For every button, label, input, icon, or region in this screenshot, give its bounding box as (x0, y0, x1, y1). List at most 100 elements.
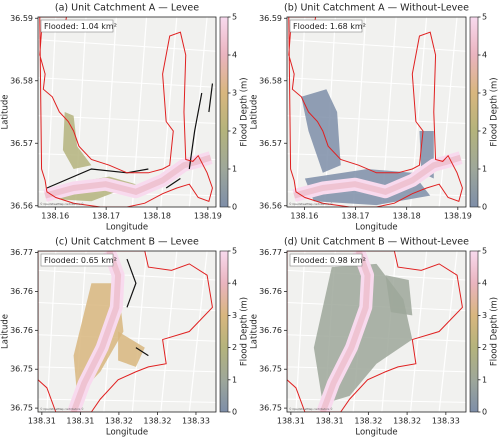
y-tick-label: 36.75 (10, 404, 33, 413)
road (46, 251, 57, 412)
annotation: Flooded: 0.98 km² (293, 256, 366, 265)
panel-title: (b) Unit Catchment A — Without-Levee (284, 3, 469, 14)
road (38, 269, 216, 281)
map-panel: Flooded: 1.68 km² © OpenStreetMap contrib… (250, 3, 500, 233)
y-tick-label: 36.76 (259, 326, 282, 335)
x-axis-label: Longitude (355, 223, 397, 233)
axes-frame (286, 16, 467, 208)
colorbar-tick-label: 0 (482, 408, 487, 417)
x-tick-label: 138.33 (432, 417, 460, 426)
levee (208, 83, 214, 113)
road (287, 39, 466, 52)
colorbar (219, 250, 229, 413)
catchment-boundary (39, 17, 213, 207)
colorbar-tick-label: 1 (232, 375, 237, 384)
map-panel: Flooded: 0.65 km² © OpenStreetMap contrib… (1, 237, 250, 438)
x-tick-label: 138.18 (143, 212, 171, 221)
levee (126, 258, 137, 308)
x-tick-label: 138.16 (41, 212, 69, 221)
catchment-boundary (38, 251, 213, 412)
y-tick-label: 36.75 (259, 404, 282, 413)
colorbar-tick-label: 1 (482, 165, 487, 174)
road (38, 39, 216, 52)
colorbar-tick-label: 5 (482, 13, 487, 22)
colorbar-label: Flood Depth (m) (490, 77, 500, 146)
road (38, 77, 216, 88)
river-core (293, 154, 462, 199)
x-tick-label: 138.32 (393, 417, 421, 426)
attribution: © OpenStreetMap contributors © (289, 407, 333, 411)
colorbar-tick-label: 0 (482, 203, 487, 212)
basemap (38, 251, 216, 412)
levee (188, 92, 203, 170)
x-tick-label: 138.31 (316, 417, 344, 426)
colorbar-tick-label: 4 (482, 51, 487, 60)
road (438, 17, 458, 207)
y-tick-label: 36.76 (10, 287, 33, 296)
y-tick-label: 36.59 (259, 14, 282, 23)
x-tick-label: 138.16 (290, 212, 318, 221)
colorbar-tick-label: 1 (482, 375, 487, 384)
x-axis-label: Longitude (106, 428, 148, 438)
road (287, 77, 466, 88)
flood-area (62, 112, 92, 169)
x-tick-label: 138.31 (277, 417, 305, 426)
y-tick-label: 36.59 (10, 14, 33, 23)
colorbar-tick-label: 2 (482, 343, 487, 352)
river-core (319, 251, 371, 412)
map-content (38, 17, 216, 207)
annotation-box (40, 19, 114, 33)
colorbar-tick-label: 2 (232, 343, 237, 352)
y-axis-label: Latitude (250, 314, 260, 349)
colorbar (469, 16, 479, 208)
x-axis-label: Longitude (355, 428, 397, 438)
annotation-box (289, 253, 363, 267)
y-axis-label: Latitude (1, 314, 11, 349)
colorbar-tick-label: 5 (232, 13, 237, 22)
y-tick-label: 36.57 (10, 139, 33, 148)
colorbar-label: Flood Depth (m) (240, 77, 250, 146)
annotation: Flooded: 1.68 km² (293, 22, 366, 31)
axes-frame (37, 250, 217, 413)
road (287, 398, 466, 403)
colorbar-tick-label: 4 (232, 279, 237, 288)
y-tick-label: 36.76 (10, 326, 33, 335)
colorbar-tick-label: 3 (482, 311, 487, 320)
y-tick-label: 36.56 (10, 201, 33, 210)
colorbar-tick-label: 1 (232, 165, 237, 174)
map-panel: Flooded: 0.98 km² © OpenStreetMap contrib… (250, 237, 500, 438)
x-tick-label: 138.32 (105, 417, 133, 426)
colorbar-tick-label: 4 (482, 279, 487, 288)
x-tick-label: 138.17 (92, 212, 120, 221)
x-tick-label: 138.18 (393, 212, 421, 221)
levee (165, 178, 181, 189)
map-content (38, 251, 216, 412)
flood-area (118, 331, 145, 367)
river-core (70, 251, 122, 412)
basemap (38, 17, 216, 207)
y-tick-label: 36.58 (10, 76, 33, 85)
y-axis-label: Latitude (250, 95, 260, 130)
attribution: © OpenStreetMap contributors © (40, 202, 84, 206)
axes-frame (286, 250, 467, 413)
road (131, 251, 148, 412)
annotation: Flooded: 1.04 km² (44, 22, 117, 31)
y-tick-label: 36.75 (10, 365, 33, 374)
x-tick-label: 138.31 (66, 417, 94, 426)
flood-area (301, 89, 341, 173)
road (287, 366, 466, 373)
catchment-boundary (287, 251, 463, 412)
colorbar-tick-label: 2 (482, 127, 487, 136)
panel-title: (c) Unit Catchment B — Levee (55, 237, 199, 248)
colorbar-tick-label: 5 (232, 247, 237, 256)
road (438, 251, 458, 412)
colorbar (469, 250, 479, 413)
annotation: Flooded: 0.65 km² (44, 256, 117, 265)
annotation-box (289, 19, 363, 33)
x-tick-label: 138.17 (342, 212, 370, 221)
road (46, 17, 57, 207)
colorbar-tick-label: 5 (482, 247, 487, 256)
attribution: © OpenStreetMap contributors © (289, 202, 333, 206)
panel-title: (a) Unit Catchment A — Levee (55, 3, 199, 14)
